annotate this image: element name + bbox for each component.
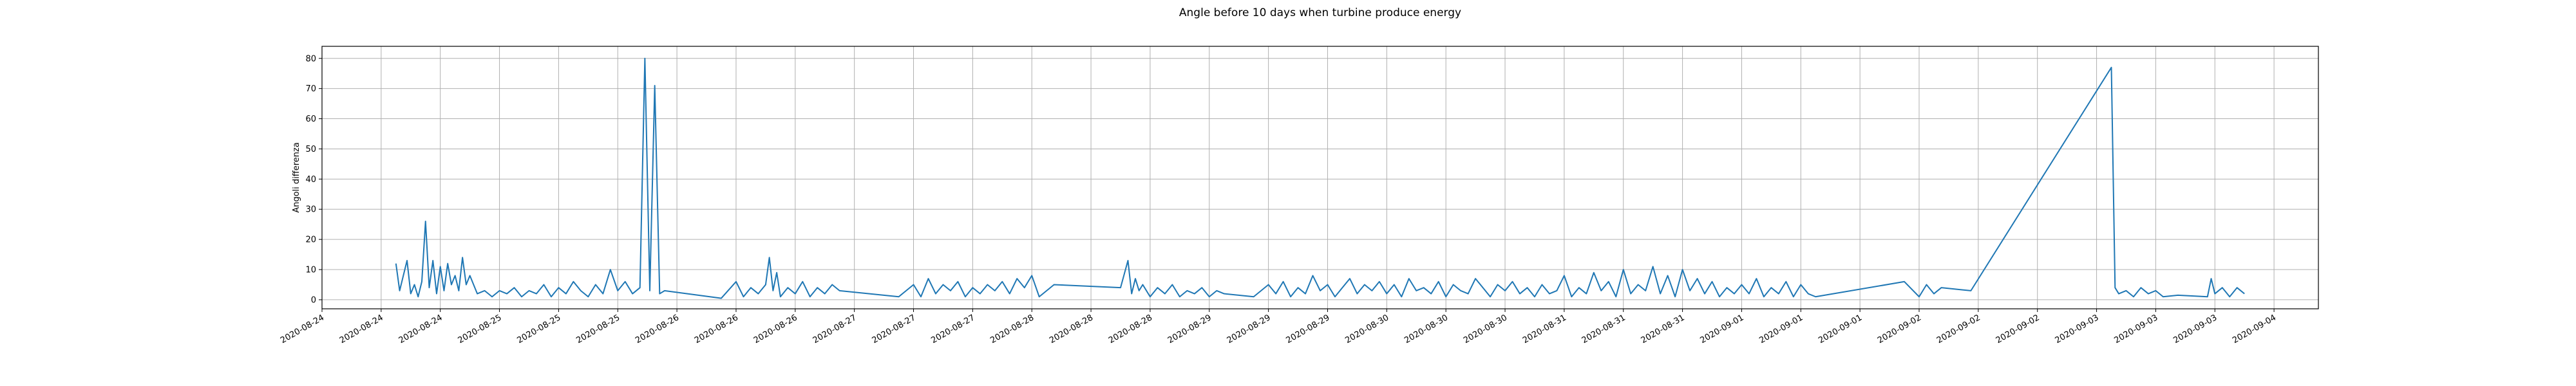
y-tick-label: 60 <box>305 115 316 124</box>
x-tick-label: 2020-08-27 <box>929 313 976 345</box>
y-tick-label: 0 <box>311 295 316 305</box>
x-tick-label: 2020-08-27 <box>811 313 858 345</box>
x-tick-label: 2020-09-03 <box>2112 313 2159 345</box>
y-tick-label: 70 <box>305 84 316 94</box>
x-tick-label: 2020-08-26 <box>634 313 681 345</box>
x-tick-label: 2020-09-02 <box>1994 313 2041 345</box>
x-tick-label: 2020-09-03 <box>2054 313 2101 345</box>
x-tick-label: 2020-08-24 <box>338 313 385 345</box>
x-tick-label: 2020-08-25 <box>574 313 621 345</box>
x-tick-label: 2020-08-28 <box>989 313 1036 345</box>
series-line <box>395 57 2245 299</box>
x-tick-label: 2020-08-28 <box>1107 313 1154 345</box>
x-tick-label: 2020-08-30 <box>1462 313 1509 345</box>
plot-frame <box>321 46 2319 309</box>
x-tick-label: 2020-09-02 <box>1876 313 1923 345</box>
grid-lines <box>321 46 2318 309</box>
y-axis-ticks: 0 10 20 30 40 50 60 70 80 <box>305 54 322 305</box>
y-tick-label: 80 <box>305 54 316 64</box>
x-tick-label: 2020-08-28 <box>1048 313 1095 345</box>
y-axis-label: Angoli differenza <box>292 142 301 213</box>
x-tick-label: 2020-08-29 <box>1166 313 1213 345</box>
x-tick-label: 2020-08-26 <box>752 313 799 345</box>
x-tick-label: 2020-08-25 <box>515 313 562 345</box>
x-tick-label: 2020-09-01 <box>1757 313 1804 345</box>
series-layer <box>395 57 2245 299</box>
x-tick-label: 2020-08-24 <box>279 313 326 345</box>
x-tick-label: 2020-09-03 <box>2172 313 2219 345</box>
x-axis-ticks: 2020-08-24 2020-08-24 2020-08-24 2020-08-25… <box>279 309 2278 345</box>
x-tick-label: 2020-09-01 <box>1699 313 1746 345</box>
x-tick-label: 2020-09-04 <box>2231 313 2278 345</box>
x-tick-label: 2020-08-31 <box>1521 313 1568 345</box>
x-tick-label: 2020-09-02 <box>1935 313 1982 345</box>
x-tick-label: 2020-08-31 <box>1580 313 1627 345</box>
x-tick-label: 2020-08-30 <box>1343 313 1390 345</box>
y-tick-label: 40 <box>305 175 316 185</box>
x-tick-label: 2020-08-26 <box>693 313 740 345</box>
x-tick-label: 2020-08-24 <box>397 313 444 345</box>
x-tick-label: 2020-08-30 <box>1403 313 1450 345</box>
y-tick-label: 20 <box>305 235 316 245</box>
y-tick-label: 10 <box>305 266 316 275</box>
x-tick-label: 2020-08-25 <box>457 313 504 345</box>
y-tick-label: 50 <box>305 145 316 154</box>
x-tick-label: 2020-08-29 <box>1285 313 1332 345</box>
x-tick-label: 2020-09-01 <box>1817 313 1864 345</box>
y-tick-label: 30 <box>305 205 316 215</box>
x-tick-label: 2020-08-31 <box>1640 313 1687 345</box>
chart-title: Angle before 10 days when turbine produc… <box>1179 6 1461 19</box>
x-tick-label: 2020-08-27 <box>871 313 918 345</box>
x-tick-label: 2020-08-29 <box>1226 313 1273 345</box>
